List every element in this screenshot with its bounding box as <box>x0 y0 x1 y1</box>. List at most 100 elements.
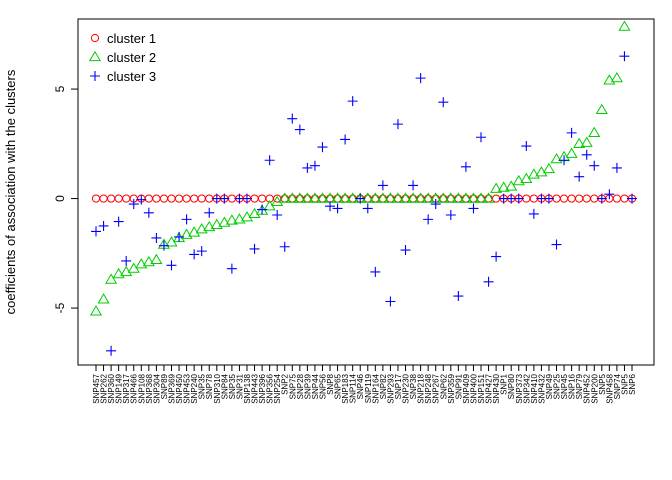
x-tick-label: SNP6 <box>628 373 637 394</box>
x-tick-label: SNP108 <box>137 373 146 403</box>
x-tick-label: SNP62 <box>439 373 448 399</box>
data-point <box>197 194 206 203</box>
x-tick-label: SNP452 <box>583 373 592 403</box>
data-point <box>573 137 586 148</box>
x-tick-label: SNP31 <box>235 373 244 399</box>
data-point <box>113 216 124 227</box>
x-tick-label: SNP44 <box>311 373 320 399</box>
data-point <box>196 246 207 257</box>
data-point <box>559 155 570 166</box>
data-point <box>618 20 631 31</box>
data-point <box>422 192 435 203</box>
x-tick-label: SNP65 <box>334 373 343 399</box>
data-point <box>497 181 510 192</box>
data-point <box>527 168 540 179</box>
data-point <box>580 136 593 147</box>
data-point <box>174 231 185 242</box>
data-point <box>91 194 101 203</box>
data-point <box>226 263 237 274</box>
data-point <box>392 119 403 130</box>
data-point <box>91 226 101 237</box>
data-point <box>150 253 163 265</box>
data-point <box>340 134 351 145</box>
data-point <box>612 194 622 203</box>
data-point <box>264 155 275 166</box>
data-point <box>474 192 488 203</box>
y-tick-label: -5 <box>53 302 67 313</box>
data-point <box>98 220 109 231</box>
data-point <box>400 245 411 256</box>
x-tick-label: SNP409 <box>462 373 471 403</box>
data-point <box>316 192 329 203</box>
x-axis: SNP457SNP262SNP360SNP149SNP317SNP466SNP1… <box>92 364 637 404</box>
data-point <box>620 194 629 203</box>
data-point <box>180 228 193 239</box>
data-point <box>437 192 450 203</box>
x-tick-label: SNP35 <box>198 373 207 399</box>
data-point <box>174 194 184 203</box>
x-tick-label: SNP310 <box>213 373 222 403</box>
x-tick-label: SNP16 <box>568 373 577 399</box>
data-point <box>219 193 230 204</box>
plot-frame <box>77 18 655 366</box>
x-tick-label: SNP356 <box>266 373 275 403</box>
data-point <box>529 194 538 203</box>
data-point <box>158 240 169 251</box>
x-tick-label: SNP466 <box>130 373 139 403</box>
data-point <box>512 174 525 186</box>
data-point <box>550 152 563 164</box>
x-tick-label: SNP360 <box>107 373 116 403</box>
data-point <box>444 192 457 203</box>
y-tick-label: 0 <box>53 195 67 202</box>
data-point <box>249 243 260 254</box>
x-tick-label: SNP400 <box>469 373 478 403</box>
data-point <box>627 193 637 204</box>
data-point <box>521 141 532 152</box>
data-point <box>225 214 238 225</box>
data-point <box>105 273 118 284</box>
y-axis-title: coefficients of association with the clu… <box>3 69 18 314</box>
data-point <box>611 162 622 173</box>
x-tick-label: SNP240 <box>190 373 199 403</box>
data-point <box>423 214 434 225</box>
data-point <box>581 149 592 160</box>
x-tick-label: SNP458 <box>605 373 614 403</box>
data-point <box>347 96 358 107</box>
data-point <box>293 192 306 203</box>
data-point <box>414 192 427 203</box>
x-tick-label: SNP432 <box>537 373 546 403</box>
data-point <box>491 251 502 262</box>
legend-marker <box>90 33 100 43</box>
x-tick-label: SNP75 <box>288 373 297 399</box>
data-point <box>483 276 494 287</box>
data-point <box>522 194 531 203</box>
data-point <box>445 209 456 220</box>
data-point <box>204 207 215 218</box>
data-point <box>106 345 117 356</box>
x-tick-label: SNP457 <box>92 373 101 403</box>
data-point <box>227 194 236 203</box>
data-point <box>152 194 161 203</box>
x-tick-label: SNP151 <box>477 373 486 403</box>
data-point <box>476 132 487 143</box>
data-point <box>582 194 591 203</box>
data-point <box>619 51 630 62</box>
data-point <box>332 203 343 214</box>
data-point <box>361 192 374 203</box>
data-point <box>128 199 139 210</box>
x-tick-label: SNP254 <box>273 373 282 403</box>
data-point <box>106 194 116 203</box>
series-3 <box>91 51 637 356</box>
x-tick-label: SNP38 <box>409 373 418 399</box>
data-points <box>89 20 637 356</box>
data-point <box>317 142 328 153</box>
legend: cluster 1 cluster 2 cluster 3 <box>88 31 156 84</box>
data-point <box>543 193 554 204</box>
data-point <box>589 160 600 171</box>
data-point <box>490 182 503 193</box>
x-tick-label: SNP25 <box>553 373 562 399</box>
x-tick-label: SNP138 <box>243 373 252 403</box>
data-point <box>151 232 162 243</box>
data-point <box>203 220 216 232</box>
legend-marker <box>88 50 102 62</box>
